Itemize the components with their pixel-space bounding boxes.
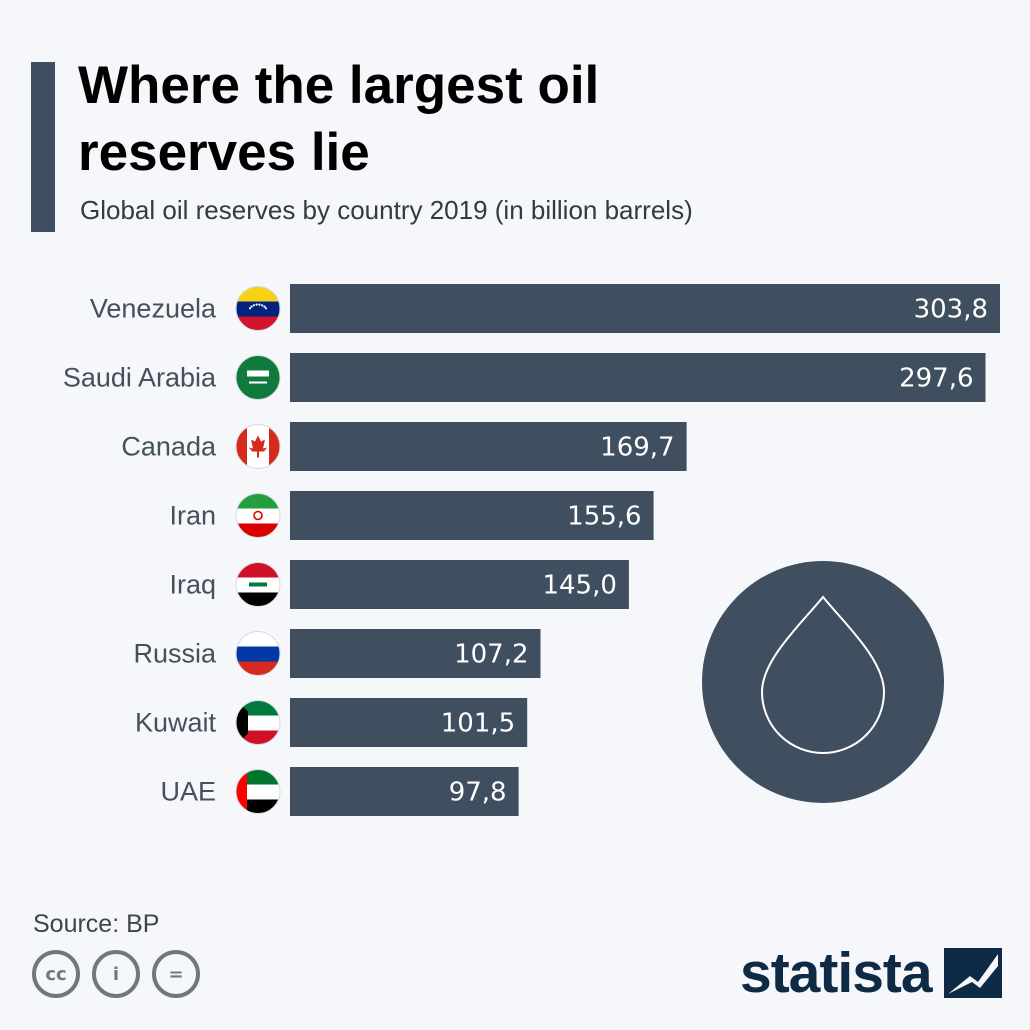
category-label: Saudi Arabia — [63, 363, 217, 393]
category-label: Iraq — [169, 570, 216, 600]
kuwait-flag-icon — [235, 700, 281, 745]
license-icons: cc i = — [32, 950, 200, 998]
attribution-icon[interactable]: i — [92, 950, 140, 998]
bar-uae — [290, 767, 519, 816]
iran-flag-icon — [235, 493, 281, 538]
brand-name: statista — [740, 941, 933, 1005]
bar-iraq — [290, 560, 629, 609]
statista-mark-icon — [943, 948, 1002, 998]
category-label: Venezuela — [90, 294, 217, 324]
value-label: 145,0 — [542, 571, 616, 601]
russia-flag-icon — [235, 631, 281, 676]
uae-flag-icon — [235, 769, 281, 814]
source-note: Source: BP — [33, 910, 160, 938]
value-label: 101,5 — [441, 709, 515, 739]
canada-flag-icon — [235, 424, 281, 469]
cc-icon[interactable]: cc — [32, 950, 80, 998]
chart-subtitle: Global oil reserves by country 2019 (in … — [80, 195, 693, 225]
category-label: Canada — [121, 432, 217, 462]
statista-logo[interactable]: statista — [740, 940, 1002, 1006]
value-label: 303,8 — [914, 295, 988, 325]
category-label: Iran — [169, 501, 216, 531]
title-accent-bar — [31, 62, 55, 232]
value-label: 169,7 — [600, 433, 674, 463]
category-label: Russia — [133, 639, 217, 669]
bar-venezuela — [290, 284, 1000, 333]
value-label: 97,8 — [449, 778, 507, 808]
bar-russia — [290, 629, 541, 678]
value-label: 107,2 — [454, 640, 528, 670]
saudi-arabia-flag-icon — [235, 355, 281, 400]
category-label: UAE — [160, 777, 216, 807]
bar-iran — [290, 491, 654, 540]
bar-kuwait — [290, 698, 528, 747]
chart-title: Where the largest oil reserves lie — [78, 56, 600, 182]
venezuela-flag-icon — [235, 286, 281, 331]
bar-chart: 303,8 Venezuela 297,6 Saudi Arabia 169,7 Cana… — [63, 284, 1000, 816]
bar-canada — [290, 422, 687, 471]
oil-drop-icon — [702, 561, 944, 803]
value-label: 155,6 — [567, 502, 641, 532]
value-label: 297,6 — [899, 364, 973, 394]
bar-saudi-arabia — [290, 353, 986, 402]
category-label: Kuwait — [135, 708, 217, 738]
iraq-flag-icon — [235, 562, 281, 607]
no-derivatives-icon[interactable]: = — [152, 950, 200, 998]
